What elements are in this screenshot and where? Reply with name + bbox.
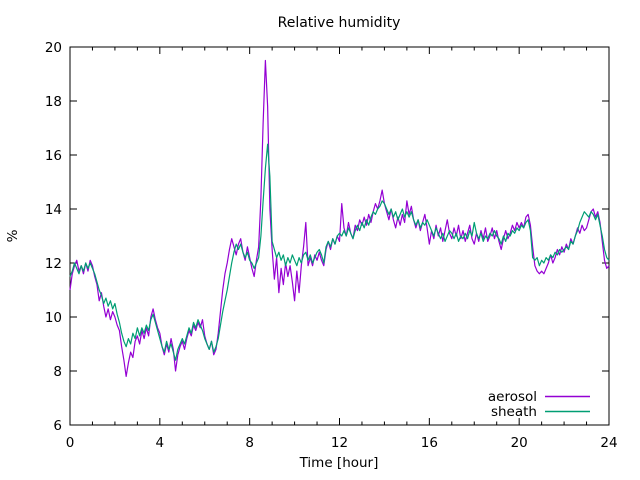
x-tick-label: 4 [156, 435, 165, 451]
y-tick-label: 8 [53, 364, 62, 380]
legend-label-aerosol: aerosol [488, 389, 537, 405]
y-tick-label: 16 [45, 148, 62, 164]
x-tick-label: 24 [600, 435, 617, 451]
y-tick-label: 20 [45, 40, 62, 56]
series-line-sheath [69, 143, 610, 361]
y-tick-label: 6 [53, 418, 62, 434]
x-axis-label: Time [hour] [299, 455, 379, 471]
y-tick-label: 10 [45, 310, 62, 326]
x-tick-label: 12 [331, 435, 348, 451]
series-line-aerosol [69, 59, 610, 377]
legend-label-sheath: sheath [491, 404, 537, 420]
y-tick-label: 14 [45, 202, 62, 218]
legend: aerosol sheath [488, 389, 590, 420]
x-tick-label: 8 [245, 435, 254, 451]
x-tick-label: 20 [511, 435, 528, 451]
y-axis-label: % [5, 229, 21, 242]
x-tick-label: 0 [66, 435, 75, 451]
plot-generated-content: 0 4 8 12 16 20 24 6 8 10 12 14 16 18 20 [45, 40, 618, 451]
y-tick-label: 18 [45, 94, 62, 110]
y-tick-label: 12 [45, 256, 62, 272]
x-tick-label: 16 [421, 435, 438, 451]
chart-title: Relative humidity [278, 15, 401, 31]
